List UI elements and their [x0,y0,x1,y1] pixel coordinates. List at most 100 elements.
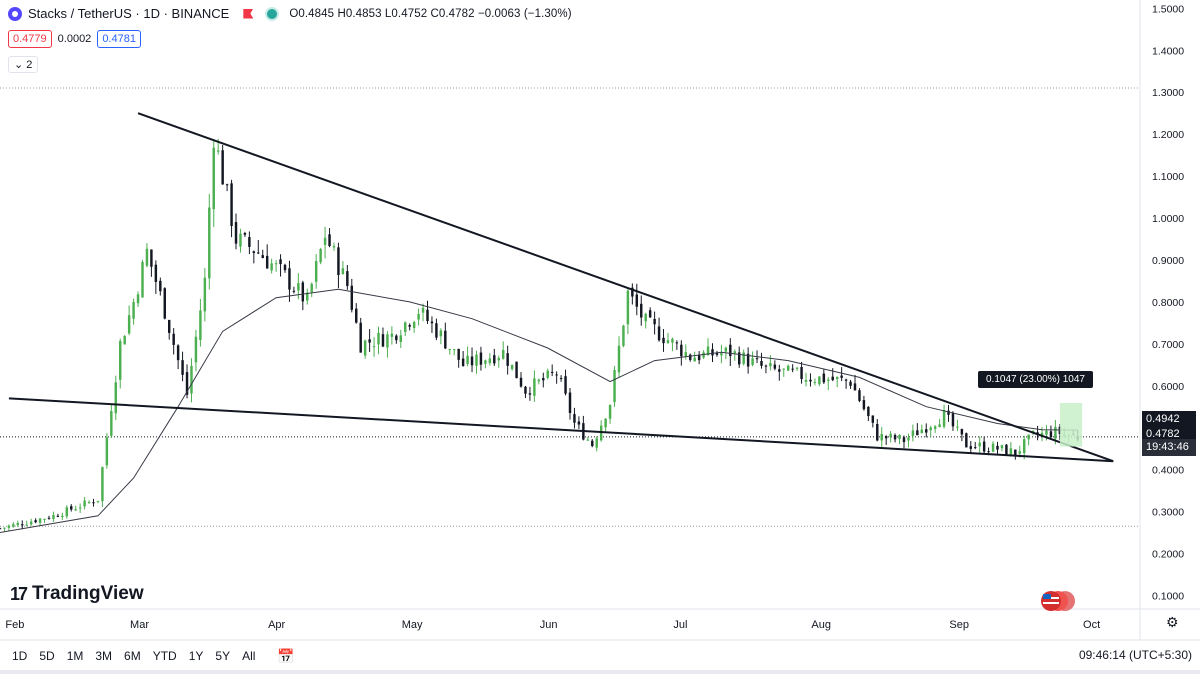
candle-body [1009,448,1013,456]
candle-body [720,352,723,356]
candle-body [7,525,11,528]
candle-body [537,379,541,382]
resistance-trendline [137,112,1114,463]
candle-body [729,344,732,357]
range-ytd-button[interactable]: YTD [152,649,177,663]
candle-body [818,376,821,385]
candle-body [78,507,82,509]
x-tick-label: Apr [268,619,285,631]
candle-body [452,349,456,351]
range-1d-button[interactable]: 1D [12,649,28,663]
sell-price-button[interactable]: 0.4779 [8,30,52,48]
candle-body [38,518,42,523]
x-tick-label: May [402,619,423,631]
candle-body [760,361,763,366]
candle-body [279,259,282,265]
y-tick-label: 0.1000 [1152,590,1184,602]
candle-body [715,352,719,355]
x-tick-label: Jun [540,619,558,631]
candle-body [737,352,741,365]
clock-readout[interactable]: 09:46:14 (UTC+5:30) [1078,648,1192,662]
candle-body [1005,444,1008,455]
y-tick-label: 0.2000 [1152,548,1184,560]
candle-body [907,437,910,441]
candle-body [101,467,104,502]
candle-body [119,341,122,380]
range-3m-button[interactable]: 3M [95,649,113,663]
candle-body [359,322,362,353]
candle-body [292,290,296,292]
candle-body [412,321,416,329]
flag-icon[interactable] [243,8,254,19]
candle-body [956,426,959,428]
candle-body [3,527,6,529]
candle-body [83,500,86,507]
candle-body [261,255,264,258]
candle-body [706,346,710,356]
candle-body [893,435,897,440]
range-1y-button[interactable]: 1Y [188,649,204,663]
candle-body [577,421,581,425]
y-tick-label: 0.4000 [1152,465,1184,477]
candle-body [733,351,736,354]
candle-body [408,325,411,327]
candle-body [835,376,839,379]
candle-body [372,346,376,348]
candle-body [617,345,621,373]
candle-body [742,352,745,364]
candle-body [457,348,460,360]
candle-body [70,506,73,510]
y-tick-label: 0.7000 [1152,339,1184,351]
candle-body [181,360,184,375]
candle-body [653,318,656,325]
indicators-toggle-button[interactable]: ⌄ 2 [8,56,39,73]
buy-price-button[interactable]: 0.4781 [97,30,141,48]
candle-body [127,315,131,334]
tradingview-logo[interactable]: 17 TradingView [10,583,144,605]
candle-body [96,500,100,502]
range-5d-button[interactable]: 5D [39,649,55,663]
eye-icon[interactable] [267,8,278,19]
candle-body [395,335,398,341]
settings-icon[interactable]: ⚙ [1166,614,1179,630]
chart-legend: Stacks / TetherUS · 1D · BINANCE O0.4845… [8,6,572,21]
bottom-strip [0,670,1200,674]
candle-body [114,382,118,414]
candle-body [555,374,558,376]
candle-body [519,377,523,387]
candle-body [982,441,986,452]
symbol-title[interactable]: Stacks / TetherUS · 1D · BINANCE [28,6,230,21]
candle-body [844,379,848,381]
candle-body [252,251,256,254]
range-6m-button[interactable]: 6M [124,649,141,663]
candle-body [755,358,759,360]
candle-body [929,427,932,431]
candle-body [399,335,403,343]
calendar-icon[interactable]: 📅 [277,647,295,664]
candle-body [377,332,380,345]
range-5y-button[interactable]: 5Y [215,649,231,663]
candle-body [346,271,349,286]
stacks-logo-icon [8,6,22,21]
range-all-button[interactable]: All [242,649,256,663]
candle-body [199,310,202,341]
x-tick-label: Oct [1083,619,1100,631]
range-1m-button[interactable]: 1M [66,649,84,663]
countdown-tag: 19:43:46 [1142,439,1196,456]
x-tick-label: Mar [130,619,149,631]
candle-body [640,303,643,318]
candle-body [933,426,937,429]
candle-body [105,437,109,466]
candle-body [163,288,166,319]
us-flag-icon[interactable] [1040,590,1076,612]
candle-body [248,237,251,247]
candle-body [920,429,924,434]
candle-body [43,518,46,520]
candle-body [648,310,652,318]
candle-body [310,283,313,293]
candle-body [475,354,478,366]
candle-body [493,355,496,364]
candle-body [65,507,69,517]
spread-value: 0.0002 [57,33,92,45]
